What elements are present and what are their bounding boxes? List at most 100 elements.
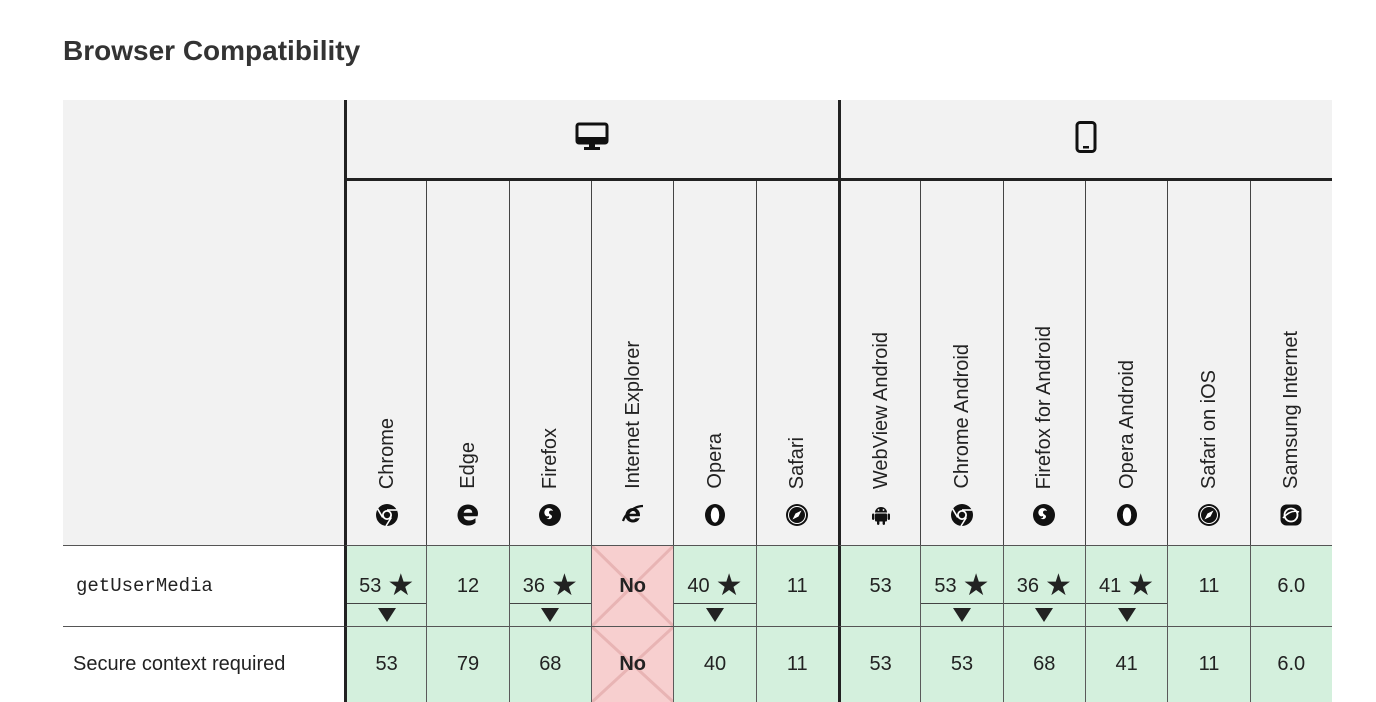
support-version: 11 bbox=[786, 574, 808, 597]
browser-name: Safari on iOS bbox=[1197, 370, 1220, 489]
support-version: 41 bbox=[1115, 653, 1138, 675]
browser-header-samsung-internet: Samsung Internet bbox=[1249, 181, 1332, 545]
browser-header-webview-android: WebView Android bbox=[837, 181, 921, 545]
support-version: 36 bbox=[522, 574, 545, 597]
support-cell[interactable]: No bbox=[590, 545, 674, 626]
browser-name: Safari bbox=[786, 436, 809, 489]
support-version: 79 bbox=[456, 653, 480, 675]
support-cell[interactable]: 41 bbox=[1084, 626, 1168, 702]
firefox-icon bbox=[1032, 503, 1056, 527]
support-cell[interactable]: 36 ★ bbox=[508, 545, 591, 626]
support-cell[interactable]: 53 bbox=[837, 626, 921, 702]
support-version: 11 bbox=[1198, 574, 1220, 597]
compat-table: Chrome Edge Firefox Internet Explorer Opera S… bbox=[63, 100, 1332, 702]
support-value-line: 36 ★ bbox=[523, 570, 578, 602]
support-value-line: 41 ★ bbox=[1099, 570, 1154, 602]
support-value-line: 53 ★ bbox=[934, 570, 989, 602]
support-version: 11 bbox=[786, 653, 808, 675]
support-value-line: 36 ★ bbox=[1017, 570, 1072, 602]
support-version: 53 bbox=[950, 653, 974, 675]
triangle-down-icon bbox=[952, 608, 971, 622]
star-icon: ★ bbox=[550, 569, 578, 602]
support-value-line: 40 ★ bbox=[687, 570, 742, 602]
browser-name: Firefox for Android bbox=[1033, 325, 1056, 489]
safari-icon bbox=[1197, 503, 1221, 527]
support-version: 68 bbox=[1033, 653, 1056, 675]
browser-name: Opera Android bbox=[1115, 360, 1138, 489]
support-cell[interactable]: 6.0 bbox=[1249, 545, 1332, 626]
support-cell[interactable]: 53 bbox=[344, 626, 427, 702]
notes-toggle[interactable] bbox=[509, 603, 591, 626]
notes-toggle[interactable] bbox=[347, 603, 427, 626]
support-version: 53 bbox=[934, 574, 957, 597]
android-icon bbox=[869, 503, 893, 527]
safari-icon bbox=[785, 503, 809, 527]
support-version: 53 bbox=[359, 574, 382, 597]
support-cell[interactable]: 12 bbox=[426, 545, 509, 626]
support-cell[interactable]: 40 ★ bbox=[673, 545, 756, 626]
support-cell[interactable]: 41 ★ bbox=[1084, 545, 1168, 626]
browser-name: Edge bbox=[456, 442, 479, 489]
support-cell[interactable]: 53 bbox=[920, 626, 1003, 702]
edge-icon bbox=[456, 503, 480, 527]
support-cell[interactable]: 40 bbox=[673, 626, 756, 702]
triangle-down-icon bbox=[377, 608, 396, 622]
browser-header-internet-explorer: Internet Explorer bbox=[590, 181, 674, 545]
support-cell[interactable]: 68 bbox=[508, 626, 591, 702]
support-cell[interactable]: No bbox=[590, 626, 674, 702]
support-value-line: 53 ★ bbox=[359, 570, 414, 602]
phone-icon bbox=[1075, 120, 1097, 158]
notes-toggle[interactable] bbox=[921, 603, 1003, 626]
support-cell[interactable]: 79 bbox=[426, 626, 509, 702]
support-cell[interactable]: 11 bbox=[755, 626, 838, 702]
feature-name: Secure context required bbox=[63, 626, 344, 702]
page-title: Browser Compatibility bbox=[63, 35, 361, 66]
unsupported-cross-icon bbox=[591, 546, 674, 626]
samsung-icon bbox=[1279, 503, 1303, 527]
support-version: No bbox=[619, 574, 646, 597]
browser-header-edge: Edge bbox=[426, 181, 509, 545]
ie-icon bbox=[621, 503, 645, 527]
support-cell[interactable]: 6.0 bbox=[1249, 626, 1332, 702]
browser-name: Chrome Android bbox=[950, 344, 973, 489]
chrome-icon bbox=[375, 503, 399, 527]
support-version: 40 bbox=[703, 653, 727, 675]
support-cell[interactable]: 36 ★ bbox=[1002, 545, 1085, 626]
chrome-icon bbox=[950, 503, 974, 527]
support-cell[interactable]: 11 bbox=[1167, 626, 1250, 702]
support-cell[interactable]: 53 ★ bbox=[344, 545, 427, 626]
support-cell[interactable]: 11 bbox=[755, 545, 838, 626]
browser-header-chrome: Chrome bbox=[344, 181, 427, 545]
star-icon: ★ bbox=[715, 569, 743, 602]
support-version: 6.0 bbox=[1277, 574, 1306, 597]
support-version: 12 bbox=[456, 574, 480, 597]
notes-toggle[interactable] bbox=[1085, 603, 1168, 626]
support-cell[interactable]: 53 bbox=[837, 545, 921, 626]
support-cell[interactable]: 68 bbox=[1002, 626, 1085, 702]
browser-name: Internet Explorer bbox=[621, 341, 644, 489]
support-version: 41 bbox=[1099, 574, 1122, 597]
star-icon: ★ bbox=[1044, 569, 1072, 602]
browser-header-opera: Opera bbox=[673, 181, 756, 545]
support-cell[interactable]: 11 bbox=[1167, 545, 1250, 626]
browser-name: Opera bbox=[703, 433, 726, 489]
browser-header-safari-on-ios: Safari on iOS bbox=[1167, 181, 1250, 545]
triangle-down-icon bbox=[1117, 608, 1136, 622]
support-cell[interactable]: 53 ★ bbox=[920, 545, 1003, 626]
star-icon: ★ bbox=[1127, 569, 1155, 602]
browser-name: Chrome bbox=[375, 417, 398, 489]
support-version: 6.0 bbox=[1277, 653, 1306, 675]
browser-name: Firefox bbox=[539, 427, 562, 489]
notes-toggle[interactable] bbox=[1003, 603, 1085, 626]
browser-header-safari: Safari bbox=[755, 181, 838, 545]
platform-group-mobile bbox=[837, 100, 1332, 181]
support-version: 36 bbox=[1016, 574, 1039, 597]
header-corner bbox=[63, 100, 344, 545]
star-icon: ★ bbox=[962, 569, 990, 602]
triangle-down-icon bbox=[705, 608, 724, 622]
notes-toggle[interactable] bbox=[674, 603, 756, 626]
browser-name: Samsung Internet bbox=[1280, 331, 1303, 489]
support-version: 53 bbox=[869, 574, 892, 597]
support-version: 11 bbox=[1198, 653, 1220, 675]
browser-header-firefox-for-android: Firefox for Android bbox=[1002, 181, 1085, 545]
